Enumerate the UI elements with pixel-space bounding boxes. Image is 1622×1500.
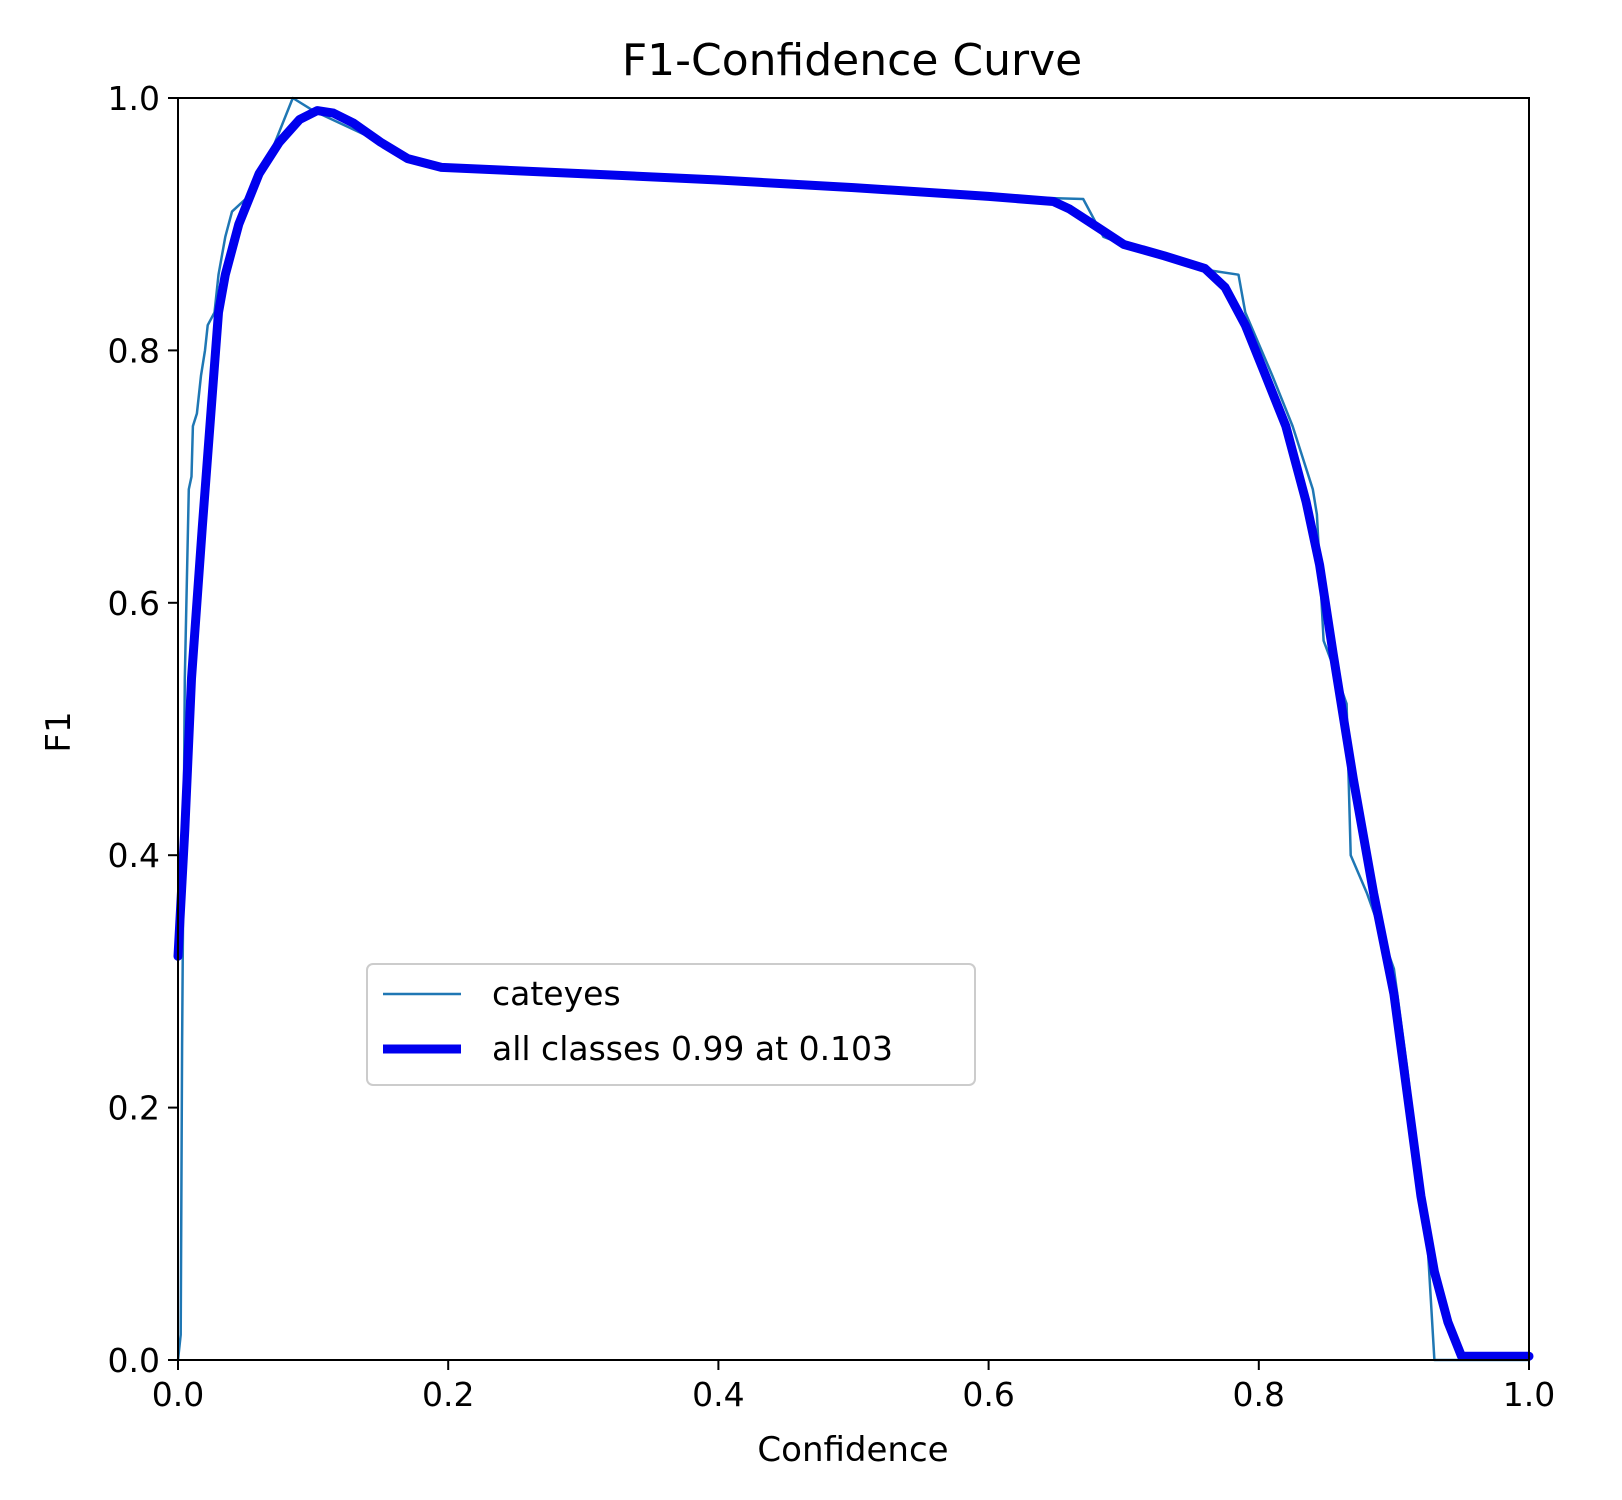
y-tick-label-4: 0.8 xyxy=(108,331,160,370)
x-tick-label-0: 0.0 xyxy=(152,1375,204,1414)
y-axis-label: F1 xyxy=(39,711,79,752)
x-tick-label-5: 1.0 xyxy=(1503,1375,1555,1414)
legend: cateyes all classes 0.99 at 0.103 xyxy=(366,963,976,1086)
y-tick-label-5: 1.0 xyxy=(108,79,160,118)
x-axis-label: Confidence xyxy=(757,1430,948,1470)
series-line-1 xyxy=(173,106,1534,1361)
y-axis-ticks: 0.0 0.2 0.4 0.6 0.8 1.0 xyxy=(108,79,178,1380)
plot-frame xyxy=(177,97,1530,1361)
legend-box xyxy=(366,963,976,1086)
x-tick-label-2: 0.4 xyxy=(692,1375,744,1414)
legend-label-cateyes: cateyes xyxy=(492,974,621,1013)
legend-label-all-classes: all classes 0.99 at 0.103 xyxy=(492,1029,893,1068)
y-tick-label-3: 0.6 xyxy=(108,584,160,623)
chart-title: F1-Confidence Curve xyxy=(622,35,1082,86)
plot-lines xyxy=(173,96,1534,1362)
x-tick-label-3: 0.6 xyxy=(962,1375,1014,1414)
y-tick-label-2: 0.4 xyxy=(108,836,160,875)
x-tick-label-4: 0.8 xyxy=(1233,1375,1285,1414)
x-tick-label-1: 0.2 xyxy=(422,1375,474,1414)
x-axis-ticks: 0.0 0.2 0.4 0.6 0.8 1.0 xyxy=(152,1360,1555,1414)
y-tick-label-0: 0.0 xyxy=(108,1341,160,1380)
y-tick-label-1: 0.2 xyxy=(108,1089,160,1128)
